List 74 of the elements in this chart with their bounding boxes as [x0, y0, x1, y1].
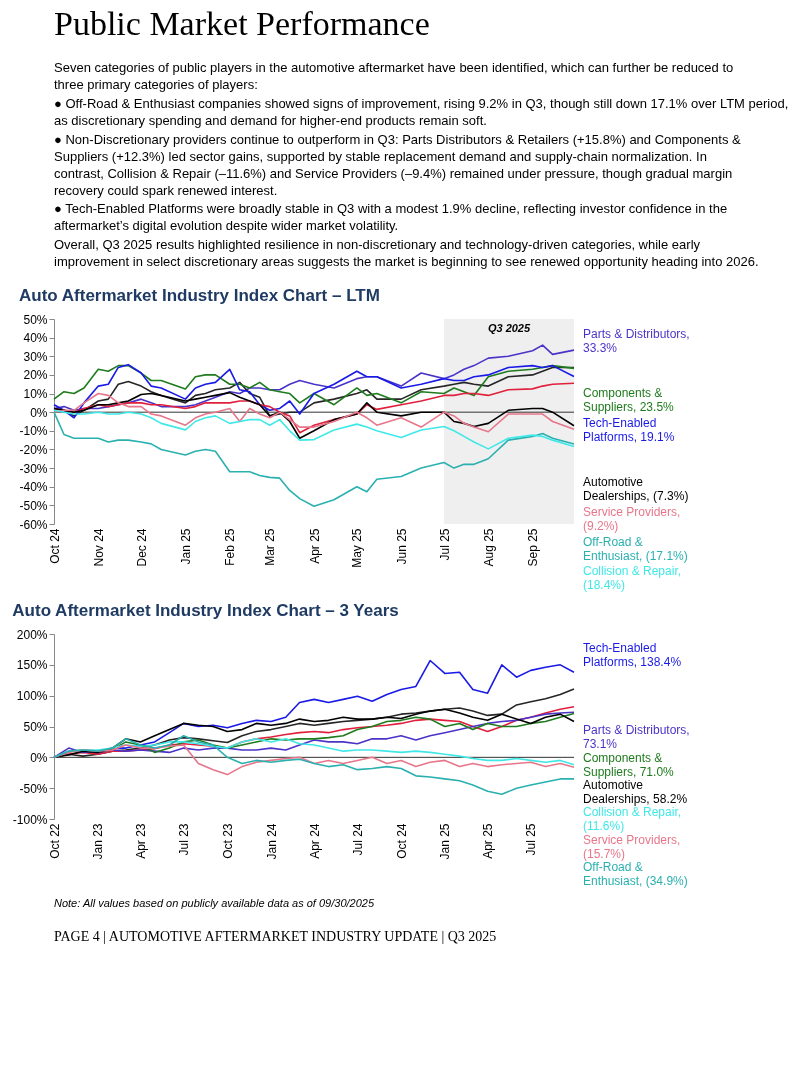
x-tick-label: Sep 25: [526, 528, 541, 567]
x-tick-label: May 25: [350, 528, 365, 568]
text: Tech-Enabled Platforms, 19.1%: [583, 415, 675, 444]
x-tick-label: Jul 25: [437, 528, 452, 561]
series-label: Parts & Distributors, 73.1%: [583, 723, 690, 752]
y-tick-label: -10%: [19, 424, 48, 439]
y-tick-label: -50%: [19, 781, 48, 796]
x-tick-label: Oct 23: [220, 823, 235, 859]
line-series: [53, 391, 575, 440]
line-series: [53, 409, 575, 450]
chart-title: Auto Aftermarket Industry Index Chart – 3 Years: [12, 601, 399, 620]
x-tick-label: Nov 24: [91, 528, 106, 567]
text: Automotive Dealerships, (7.3%): [583, 475, 689, 504]
text: ● Off-Road & Enthusiast companies showed signs of improvement, rising 9.2% in Q3, though still down 17.1% over LTM period, as discretionary spending and demand for higher-end products remain soft.: [54, 96, 789, 128]
y-tick-label: -40%: [19, 480, 48, 495]
x-tick-label: Jul 23: [177, 823, 192, 856]
y-tick-label: 40%: [23, 331, 48, 346]
y-tick-label: 0%: [30, 405, 48, 420]
series-label: Parts & Distributors, 33.3%: [583, 326, 690, 355]
y-tick-label: 30%: [23, 349, 48, 364]
chart-title: Auto Aftermarket Industry Index Chart – LTM: [18, 286, 380, 305]
y-tick-label: 50%: [23, 312, 48, 327]
series-label: Tech-Enabled Platforms, 138.4%: [583, 640, 682, 669]
text: ● Non-Discretionary providers continue to outperform in Q3: Parts Distributors & Retailers (+15.8%) and Components & Suppliers (+12.3%) led sector gains, supported by stable replacement demand and supply-chain normalization. In contrast, Collision & Repair (–11.6%) and Service Providers (–9.4%) remained under pressure, though gradual margin recovery could spark renewed interest.: [54, 131, 742, 198]
line-series: [53, 734, 575, 796]
x-tick-label: Jul 24: [350, 823, 365, 856]
x-tick-label: Apr 24: [307, 823, 322, 859]
series-label: Components & Suppliers, 23.5%: [583, 386, 675, 415]
text: Note: All values based on publicly available data as of 09/30/2025: [54, 897, 375, 909]
text: Components & Suppliers, 71.0%: [583, 750, 675, 779]
x-tick-label: Jan 24: [264, 823, 279, 860]
x-tick-label: Apr 25: [307, 528, 322, 564]
y-tick-label: -20%: [19, 442, 48, 457]
y-tick-label: -100%: [12, 812, 48, 827]
x-tick-label: Jan 23: [91, 823, 106, 860]
band-label: Q3 2025: [487, 322, 531, 334]
x-tick-label: Oct 22: [47, 823, 62, 859]
y-tick-label: -30%: [19, 461, 48, 476]
text: Seven categories of public players in the automotive aftermarket have been identified, which can further be reduced to three primary categories of players:: [54, 60, 734, 93]
y-tick-label: 150%: [16, 658, 48, 673]
y-tick-label: 100%: [16, 689, 48, 704]
x-tick-label: Feb 25: [223, 528, 238, 566]
line-series: [53, 344, 575, 412]
line-series: [53, 392, 575, 433]
text: PAGE 4 | AUTOMOTIVE AFTERMARKET INDUSTRY UPDATE | Q3 2025: [54, 929, 497, 945]
y-tick-label: -60%: [19, 517, 48, 532]
x-tick-label: Dec 24: [134, 528, 149, 567]
x-tick-label: Jan 25: [178, 528, 193, 565]
x-tick-label: Oct 24: [47, 528, 62, 564]
text: Service Providers, (15.7%): [583, 832, 681, 861]
text: Collision & Repair, (18.4%): [583, 564, 682, 593]
x-tick-label: Jul 25: [524, 823, 539, 856]
y-tick-label: 0%: [30, 750, 48, 765]
text: Off-Road & Enthusiast, (17.1%): [583, 534, 688, 563]
text: Public Market Performance: [54, 5, 430, 42]
y-tick-label: 200%: [16, 627, 48, 642]
y-tick-label: 20%: [23, 368, 48, 383]
x-tick-label: Jun 25: [394, 528, 409, 565]
x-tick-label: Apr 25: [481, 823, 496, 859]
text: Overall, Q3 2025 results highlighted resilience in non-discretionary and technology-driven categories, while early improvement in select discretionary areas suggests the market is beginning to see renewed opportunity heading into 2026.: [54, 237, 759, 270]
text: Service Providers, (9.2%): [583, 504, 681, 533]
line-series: [53, 364, 575, 406]
x-tick-label: Mar 25: [263, 528, 278, 566]
x-tick-label: Apr 23: [133, 823, 148, 859]
text: Off-Road & Enthusiast, (34.9%): [583, 860, 688, 889]
text: ● Tech-Enabled Platforms were broadly stable in Q3 with a modest 1.9% decline, reflecting investor confidence in the aftermarket’s digital evolution despite wider market volatility.: [54, 201, 728, 234]
line-series: [53, 411, 575, 508]
y-tick-label: 10%: [23, 387, 48, 402]
x-tick-label: Oct 24: [394, 823, 409, 859]
x-tick-label: Aug 25: [481, 528, 496, 567]
y-tick-label: -50%: [19, 498, 48, 513]
x-tick-label: Jan 25: [438, 823, 453, 860]
y-tick-label: 50%: [23, 720, 48, 734]
text: Collision & Repair, (11.6%): [583, 805, 682, 834]
